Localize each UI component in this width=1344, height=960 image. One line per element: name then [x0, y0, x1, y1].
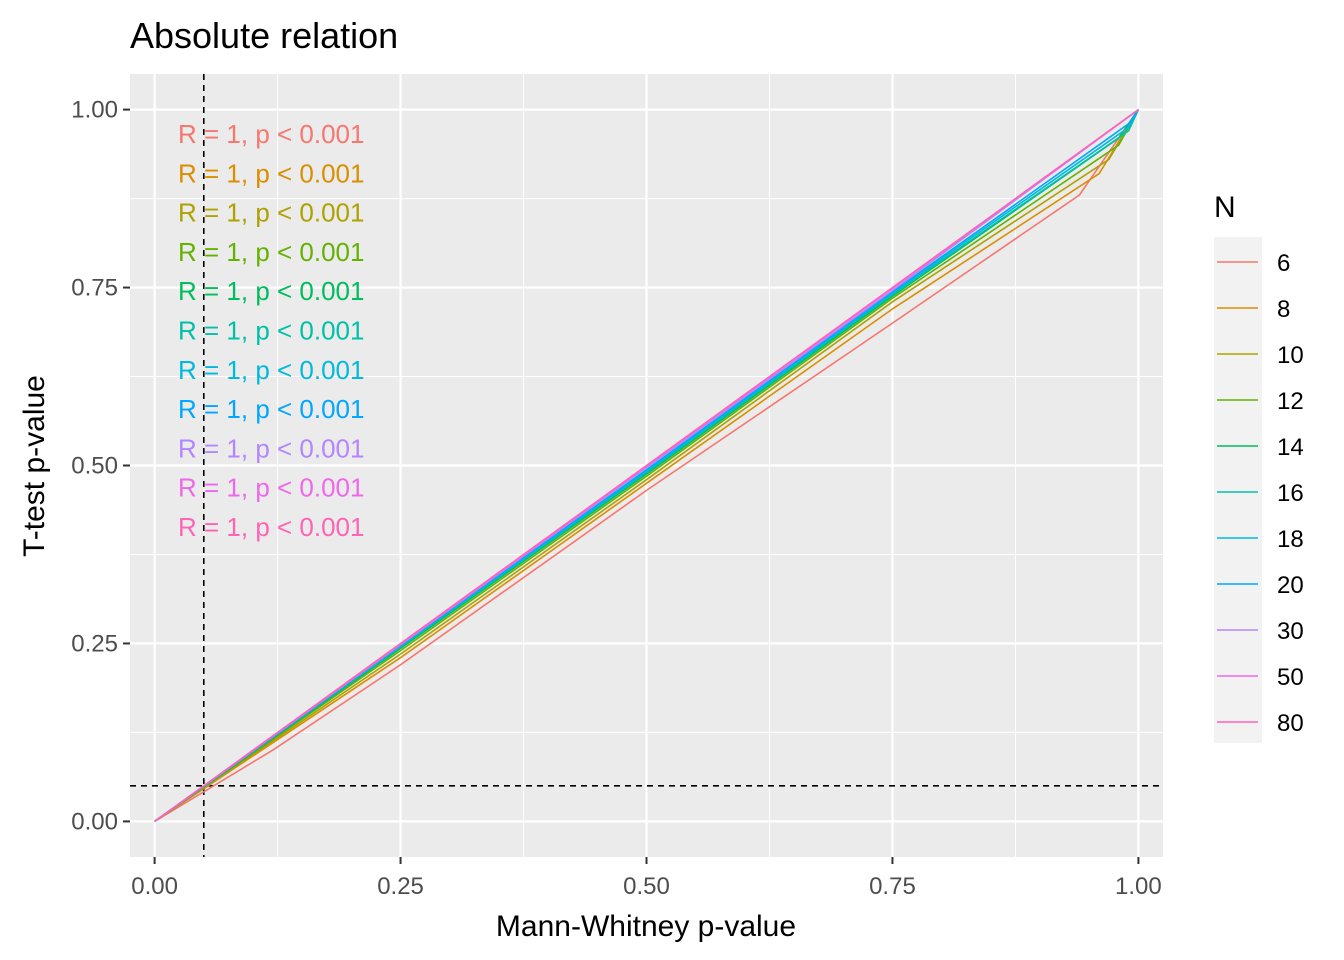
y-tick-label-3: 0.75: [71, 275, 118, 302]
series-line-14: [154, 109, 1140, 823]
series-line-8: [154, 109, 1140, 823]
legend-title: N: [1214, 191, 1236, 224]
x-tick-label-0: 0.00: [131, 873, 178, 900]
annotation-9: R = 1, p < 0.001: [178, 473, 364, 503]
legend-label-50: 50: [1277, 664, 1304, 691]
series-lines: [154, 108, 1140, 823]
legend-label-80: 80: [1277, 710, 1304, 737]
legend-label-14: 14: [1277, 434, 1304, 461]
series-line-12: [154, 109, 1140, 823]
chart-title: Absolute relation: [130, 15, 398, 56]
legend-label-6: 6: [1277, 250, 1290, 277]
annotations: R = 1, p < 0.001 R = 1, p < 0.001 R = 1, p…: [178, 119, 364, 542]
x-axis: 0.00 0.25 0.50 0.75 1.00: [131, 857, 1162, 900]
x-tick-label-4: 1.00: [1115, 873, 1162, 900]
annotation-6: R = 1, p < 0.001: [178, 355, 364, 385]
annotation-7: R = 1, p < 0.001: [178, 394, 364, 424]
x-tick-label-3: 0.75: [869, 873, 916, 900]
legend-label-30: 30: [1277, 618, 1304, 645]
annotation-3: R = 1, p < 0.001: [178, 237, 364, 267]
y-tick-label-2: 0.50: [71, 453, 118, 480]
y-axis: 0.00 0.25 0.50 0.75 1.00: [71, 97, 130, 835]
annotation-1: R = 1, p < 0.001: [178, 158, 364, 188]
annotation-10: R = 1, p < 0.001: [178, 512, 364, 542]
series-line-10: [154, 109, 1140, 823]
series-line-6: [154, 109, 1140, 823]
legend-key-background: [1214, 237, 1262, 743]
legend-label-18: 18: [1277, 526, 1304, 553]
legend-label-12: 12: [1277, 388, 1304, 415]
x-tick-label-1: 0.25: [377, 873, 424, 900]
legend: N 6 8 10 12 14 16 18 20 30 50 80: [1214, 191, 1304, 743]
x-axis-title: Mann-Whitney p-value: [496, 910, 796, 943]
y-tick-label-1: 0.25: [71, 630, 118, 657]
annotation-2: R = 1, p < 0.001: [178, 198, 364, 228]
series-line-80: [154, 108, 1139, 823]
reference-lines: [130, 74, 1163, 857]
annotation-5: R = 1, p < 0.001: [178, 316, 364, 346]
y-tick-label-0: 0.00: [71, 808, 118, 835]
y-axis-title: T-test p-value: [18, 375, 51, 557]
legend-label-10: 10: [1277, 342, 1304, 369]
annotation-8: R = 1, p < 0.001: [178, 433, 364, 463]
y-tick-label-4: 1.00: [71, 97, 118, 124]
legend-label-16: 16: [1277, 480, 1304, 507]
x-tick-label-2: 0.50: [623, 873, 670, 900]
legend-label-8: 8: [1277, 296, 1290, 323]
annotation-0: R = 1, p < 0.001: [178, 119, 364, 149]
legend-label-20: 20: [1277, 572, 1304, 599]
annotation-4: R = 1, p < 0.001: [178, 276, 364, 306]
